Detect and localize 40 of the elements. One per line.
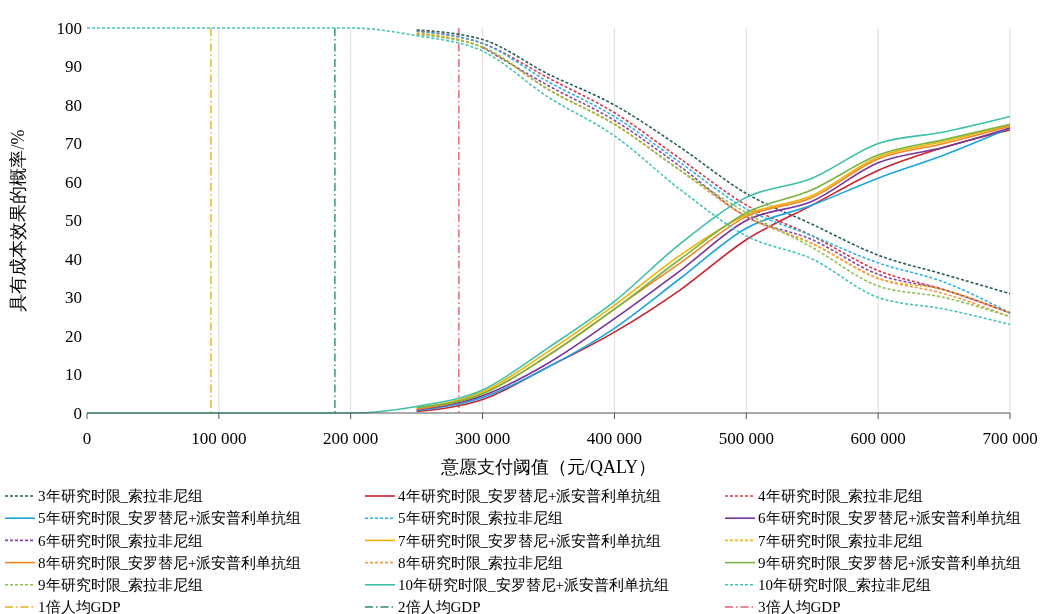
y-tick-label: 10 [65, 365, 82, 385]
legend-label: 3倍人均GDP [758, 599, 841, 614]
y-tick-label: 50 [65, 211, 82, 231]
legend-label: 10年研究时限_安罗替尼+派安普利单抗组 [398, 577, 669, 594]
line-series [86, 27, 1011, 326]
legend-label: 9年研究时限_安罗替尼+派安普利单抗组 [758, 554, 1022, 571]
y-tick-label: 100 [56, 18, 82, 38]
x-tick-label: 300 000 [454, 429, 511, 448]
legend-label: 4年研究时限_安罗替尼+派安普利单抗组 [398, 488, 662, 505]
legend-label: 8年研究时限_索拉非尼组 [398, 554, 563, 571]
legend-label: 8年研究时限_安罗替尼+派安普利单抗组 [38, 554, 302, 571]
y-tick-label: 30 [65, 288, 82, 308]
y-axis-title: 具有成本效果的概率/% [8, 129, 28, 312]
y-tick-label: 0 [73, 403, 82, 423]
legend-label: 5年研究时限_安罗替尼+派安普利单抗组 [38, 510, 302, 527]
x-tick-label: 200 000 [323, 429, 379, 448]
y-tick-label: 40 [65, 249, 82, 269]
y-tick-label: 20 [65, 326, 82, 346]
legend-label: 5年研究时限_索拉非尼组 [398, 510, 563, 527]
x-tick-label: 700 000 [982, 429, 1038, 448]
line-series [481, 46, 1011, 314]
legend-label: 4年研究时限_索拉非尼组 [758, 488, 923, 505]
y-tick-label: 90 [65, 57, 82, 77]
legend-label: 7年研究时限_安罗替尼+派安普利单抗组 [398, 532, 662, 549]
y-tick-label: 80 [65, 95, 82, 115]
x-tick-label: 500 000 [718, 429, 774, 448]
legend-label: 6年研究时限_索拉非尼组 [38, 532, 203, 549]
x-tick-label: 600 000 [850, 429, 906, 448]
legend-label: 6年研究时限_安罗替尼+派安普利单抗组 [758, 510, 1022, 527]
legend-label: 7年研究时限_索拉非尼组 [758, 532, 923, 549]
x-tick-label: 100 000 [191, 429, 247, 448]
legend-label: 2倍人均GDP [398, 599, 481, 614]
legend-label: 3年研究时限_索拉非尼组 [38, 488, 203, 505]
legend-label: 9年研究时限_索拉非尼组 [38, 577, 203, 594]
y-tick-label: 70 [65, 134, 82, 154]
x-tick-label: 400 000 [586, 429, 643, 448]
x-axis-title: 意愿支付阈值（元/QALY） [439, 457, 657, 477]
legend-label: 1倍人均GDP [38, 599, 121, 614]
y-tick-label: 60 [65, 172, 82, 192]
legend-label: 10年研究时限_索拉非尼组 [758, 577, 931, 594]
